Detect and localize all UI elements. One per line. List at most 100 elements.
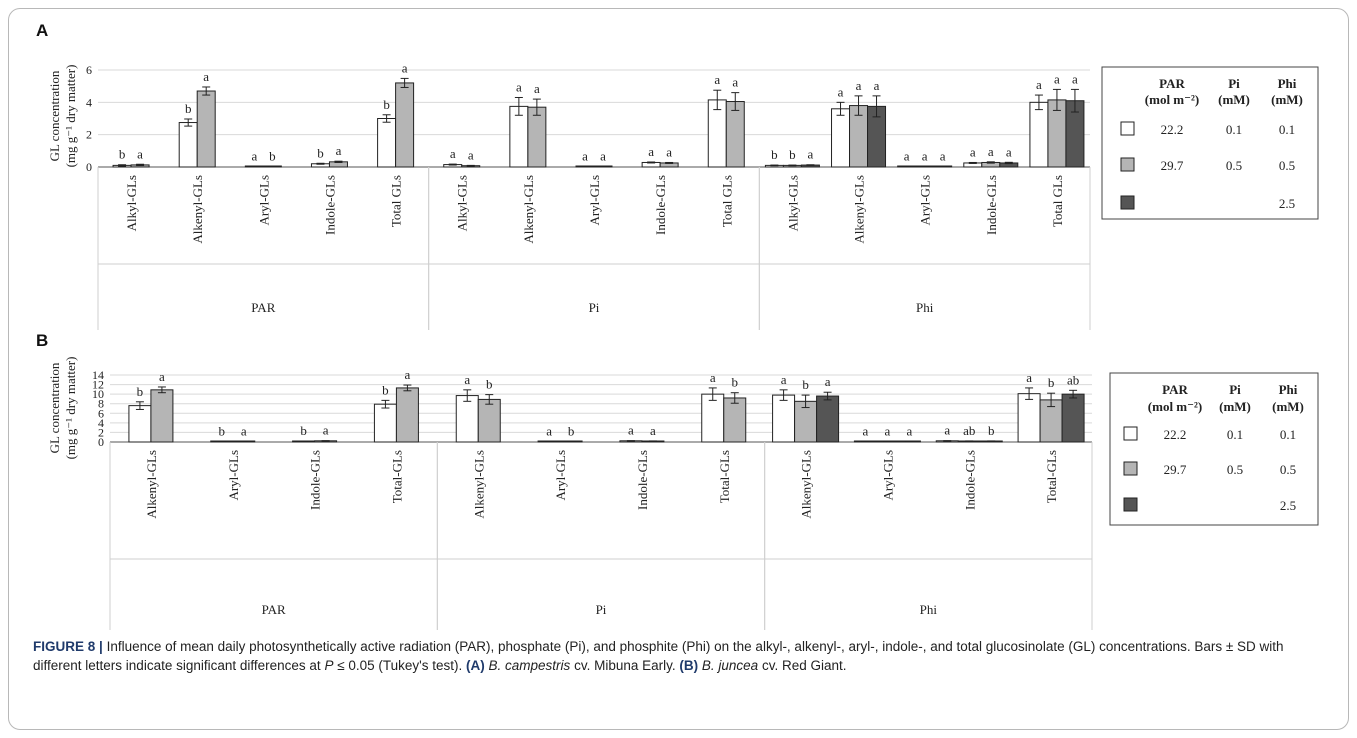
caption-p-symbol: P [324, 658, 334, 673]
caption-a-species: B. campestris [488, 658, 571, 673]
caption-a-label: (A) [466, 658, 485, 673]
significance-letter: b [300, 423, 307, 438]
bar [395, 82, 415, 168]
significance-letter: a [650, 423, 656, 438]
significance-letter: a [732, 75, 738, 90]
legend-header-par-unit: (mol m⁻²) [1148, 399, 1202, 414]
y-tick-label: 6 [98, 406, 104, 420]
panel-b-ylabel-line1: GL concentration [47, 362, 62, 453]
panel-a: A GL concentration (mg g⁻¹ dry matter) 0… [36, 21, 1319, 330]
significance-letter: a [1072, 71, 1078, 86]
legend-box [1101, 66, 1319, 220]
category-label: Aryl-GLs [256, 175, 271, 226]
category-label: Indole-GLs [322, 175, 337, 235]
significance-letter: a [714, 72, 720, 87]
panel-a-legend: PAR (mol m⁻²) Pi (mM) Phi (mM) 22.2 0.1 … [1101, 66, 1319, 220]
significance-letter: a [970, 144, 976, 159]
significance-letter: a [863, 424, 869, 439]
panel-b-ylabel-line2: (mg g⁻¹ dry matter) [63, 357, 78, 460]
significance-letter: a [1006, 144, 1012, 159]
panel-b-legend: PAR (mol m⁻²) Pi (mM) Phi (mM) 22.2 0.1 … [1109, 372, 1319, 526]
significance-letter: b [185, 101, 192, 116]
panel-a-ylabel-line1: GL concentration [47, 70, 62, 161]
caption-b-cultivar: cv. Red Giant. [761, 658, 847, 673]
legend-box [1109, 372, 1319, 526]
significance-letter: b [988, 423, 995, 438]
group-label: PAR [251, 300, 275, 315]
bar [701, 393, 725, 443]
significance-letter: b [382, 382, 389, 397]
significance-letter: b [771, 147, 778, 162]
legend-header-phi: Phi [1278, 76, 1297, 91]
caption-figure-label: FIGURE 8 | [33, 639, 103, 654]
bar [373, 403, 397, 443]
bar [178, 122, 198, 168]
category-label: Total-GLs [717, 450, 732, 503]
bar [477, 398, 501, 443]
significance-letter: b [1048, 375, 1055, 390]
bar [377, 118, 397, 168]
significance-letter: a [781, 372, 787, 387]
caption-b-species: B. juncea [701, 658, 759, 673]
legend-phi-3: 2.5 [1279, 196, 1295, 211]
significance-letter: a [402, 60, 408, 75]
significance-letter: a [885, 424, 891, 439]
bar [196, 90, 216, 168]
legend-swatch-dark [1120, 195, 1135, 210]
category-label: Indole-GLs [984, 175, 999, 235]
significance-letter: a [808, 147, 814, 162]
bar [772, 394, 796, 443]
category-label: Total-GLs [389, 450, 404, 503]
legend-header-phi-unit: (mM) [1271, 92, 1303, 107]
category-label: Alkenyl-GLs [799, 450, 814, 519]
significance-letter: a [922, 149, 928, 164]
legend-pi-2: 0.5 [1227, 462, 1243, 477]
significance-letter: a [856, 78, 862, 93]
y-tick-label: 2 [98, 425, 104, 439]
legend-header-par: PAR [1162, 382, 1188, 397]
bar [723, 397, 747, 443]
significance-letter: b [269, 149, 276, 164]
significance-letter: b [568, 424, 575, 439]
legend-phi-2: 0.5 [1279, 158, 1295, 173]
panel-b-ylabel: GL concentration (mg g⁻¹ dry matter) [47, 357, 78, 460]
group-label: Phi [916, 300, 934, 315]
significance-letter: a [944, 423, 950, 438]
caption-p-rest: ≤ 0.05 (Tukey's test). [337, 658, 463, 673]
significance-letter: ab [1067, 372, 1079, 387]
significance-letter: b [802, 377, 809, 392]
category-label: Alkenyl-GLs [190, 175, 205, 244]
legend-phi-1: 0.1 [1280, 427, 1296, 442]
category-label: Alkyl-GLs [124, 175, 139, 231]
category-label: Indole-GLs [962, 450, 977, 510]
legend-header-pi: Pi [1228, 76, 1240, 91]
y-tick-label: 4 [86, 95, 92, 109]
y-tick-label: 14 [92, 368, 104, 382]
bar [150, 389, 174, 443]
bar [527, 106, 547, 168]
significance-letter: b [789, 147, 796, 162]
significance-letter: a [907, 424, 913, 439]
significance-letter: a [940, 149, 946, 164]
significance-letter: a [159, 369, 165, 384]
legend-swatch-white [1120, 121, 1135, 136]
significance-letter: a [241, 424, 247, 439]
significance-letter: a [648, 144, 654, 159]
category-label: Total-GLs [1044, 450, 1059, 503]
legend-par-1: 22.2 [1161, 122, 1184, 137]
significance-letter: a [628, 423, 634, 438]
category-label: Aryl-GLs [553, 450, 568, 501]
significance-letter: b [383, 97, 390, 112]
category-label: Aryl-GLs [587, 175, 602, 226]
caption-text: Influence of mean daily photosynthetical… [33, 639, 1284, 673]
y-tick-label: 12 [92, 378, 104, 392]
bar [725, 101, 745, 168]
significance-letter: a [450, 146, 456, 161]
significance-letter: a [1026, 370, 1032, 385]
legend-header-pi-unit: (mM) [1219, 399, 1251, 414]
group-label: Phi [920, 602, 938, 617]
legend-swatch-dark [1123, 497, 1138, 512]
panel-a-ylabel-line2: (mg g⁻¹ dry matter) [63, 65, 78, 168]
